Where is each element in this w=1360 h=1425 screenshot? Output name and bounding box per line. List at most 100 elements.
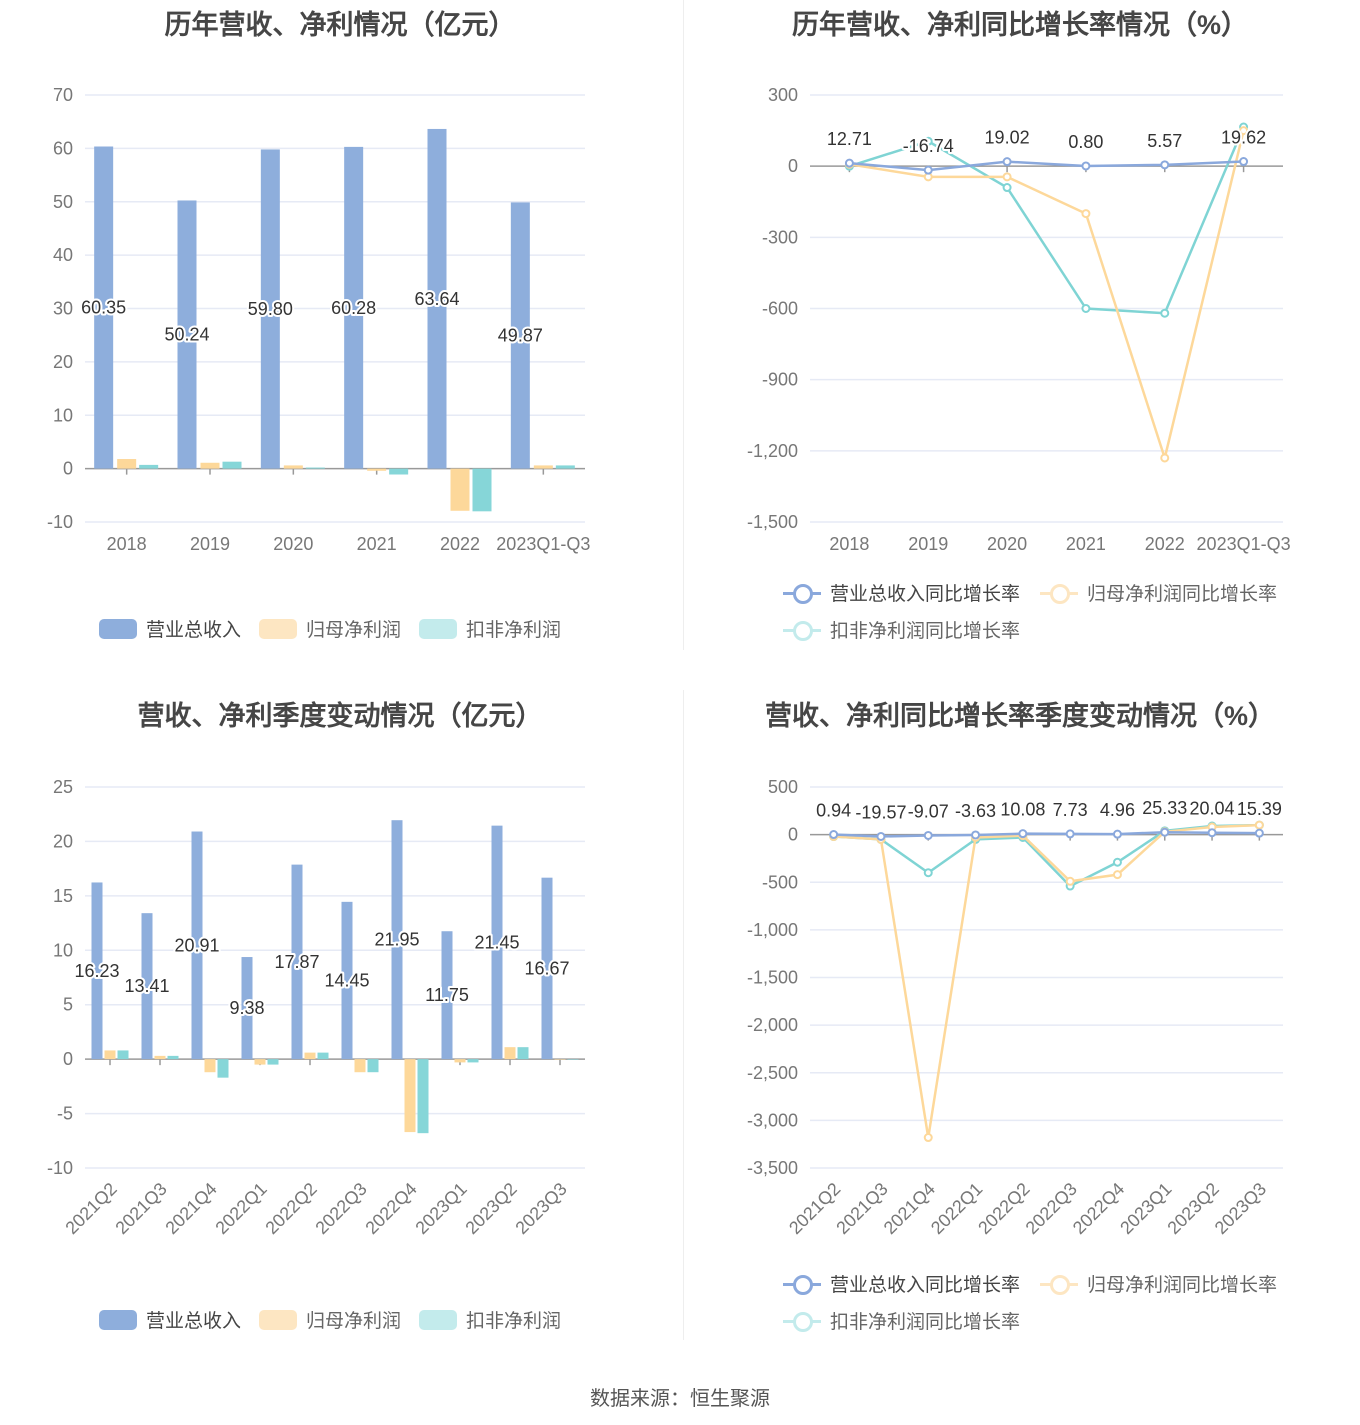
data-point[interactable]: [1002, 172, 1012, 182]
bar-net-profit[interactable]: [354, 1059, 366, 1073]
legend-item-deducted-profit[interactable]: 扣非净利润: [419, 615, 561, 642]
bar-deducted-profit[interactable]: [117, 1050, 129, 1060]
legend-item-net-profit[interactable]: 归母净利润: [259, 1306, 401, 1333]
data-point[interactable]: [971, 830, 981, 840]
bar-deducted-profit[interactable]: [517, 1047, 529, 1060]
y-tick-label: 5: [63, 995, 73, 1015]
bar-deducted-profit[interactable]: [467, 1059, 479, 1063]
bar-revenue[interactable]: [541, 877, 553, 1060]
data-point[interactable]: [923, 165, 933, 175]
data-label: 10.08: [1000, 800, 1045, 820]
bar-revenue[interactable]: [491, 825, 503, 1060]
data-point[interactable]: [1002, 183, 1012, 193]
bar-net-profit[interactable]: [104, 1050, 116, 1060]
data-point[interactable]: [1112, 857, 1122, 867]
bar-net-profit[interactable]: [533, 465, 553, 469]
bar-deducted-profit[interactable]: [217, 1059, 229, 1078]
data-point[interactable]: [876, 831, 886, 841]
bar-net-profit[interactable]: [504, 1047, 516, 1060]
data-point[interactable]: [1112, 829, 1122, 839]
bar-revenue[interactable]: [291, 864, 303, 1060]
data-point[interactable]: [1160, 160, 1170, 170]
legend-item-deducted-profit[interactable]: 扣非净利润: [419, 1306, 561, 1333]
bar-revenue[interactable]: [441, 931, 453, 1060]
bar-deducted-profit[interactable]: [367, 1059, 379, 1073]
bar-net-profit[interactable]: [554, 1059, 566, 1060]
data-point[interactable]: [923, 1133, 933, 1143]
legend-item-net-profit-growth[interactable]: 归母净利润同比增长率: [1040, 579, 1277, 606]
bar-deducted-profit[interactable]: [567, 1059, 579, 1060]
bar-net-profit[interactable]: [254, 1059, 266, 1065]
legend-label: 归母净利润同比增长率: [1087, 1275, 1278, 1296]
bar-deducted-profit[interactable]: [317, 1052, 329, 1060]
data-point[interactable]: [923, 830, 933, 840]
data-point[interactable]: [1239, 157, 1249, 167]
data-point[interactable]: [1160, 453, 1170, 463]
data-point[interactable]: [1018, 829, 1028, 839]
legend-item-deducted-growth[interactable]: 扣非净利润同比增长率: [783, 616, 1020, 643]
legend-item-revenue[interactable]: 营业总收入: [99, 1306, 241, 1333]
bar-revenue[interactable]: [260, 149, 280, 469]
data-point[interactable]: [1254, 820, 1264, 830]
bar-revenue[interactable]: [94, 146, 114, 469]
data-point[interactable]: [844, 158, 854, 168]
data-point[interactable]: [1207, 828, 1217, 838]
legend-item-net-profit[interactable]: 归母净利润: [259, 615, 401, 642]
bar-deducted-profit[interactable]: [222, 461, 242, 469]
bar-deducted-profit[interactable]: [167, 1055, 179, 1060]
data-point[interactable]: [1065, 829, 1075, 839]
legend-item-net-profit-growth[interactable]: 归母净利润同比增长率: [1040, 1270, 1277, 1297]
bar-deducted-profit[interactable]: [139, 464, 159, 469]
bar-revenue[interactable]: [141, 913, 153, 1060]
bar-revenue[interactable]: [91, 882, 103, 1060]
bar-net-profit[interactable]: [367, 468, 387, 471]
bar-net-profit[interactable]: [200, 462, 220, 469]
legend-item-revenue-growth[interactable]: 营业总收入同比增长率: [783, 579, 1020, 606]
data-point[interactable]: [923, 136, 933, 146]
data-point[interactable]: [1081, 161, 1091, 171]
data-point[interactable]: [1239, 126, 1249, 136]
bar-net-profit[interactable]: [404, 1059, 416, 1133]
bar-revenue[interactable]: [191, 831, 203, 1060]
bar-deducted-profit[interactable]: [305, 467, 325, 469]
chart-3: 500 0 -500 -1,000 -1,500 -2,000 -2,500 -3,000 -3…: [747, 777, 1284, 1238]
y-tick-label: -10: [47, 512, 73, 532]
bar-revenue[interactable]: [391, 820, 403, 1060]
data-point[interactable]: [829, 830, 839, 840]
bar-deducted-profit[interactable]: [267, 1059, 279, 1065]
y-tick-label: -2,000: [747, 1015, 798, 1035]
bar-revenue[interactable]: [341, 901, 353, 1060]
chart-1: 300 0 -300 -600 -900 -1,200 -1,500 2018 2019 2020…: [747, 85, 1291, 554]
bar-deducted-profit[interactable]: [389, 468, 409, 475]
data-point[interactable]: [1254, 828, 1264, 838]
bar-deducted-profit[interactable]: [472, 468, 492, 512]
bar-revenue[interactable]: [427, 128, 447, 469]
legend-item-revenue[interactable]: 营业总收入: [99, 615, 241, 642]
bar-revenue[interactable]: [510, 202, 530, 469]
bar-net-profit[interactable]: [283, 465, 303, 469]
bar-net-profit[interactable]: [450, 468, 470, 511]
series-line-1: [849, 130, 1245, 463]
data-point[interactable]: [1002, 157, 1012, 167]
data-point[interactable]: [923, 868, 933, 878]
chart-title-quarterly-growth: 营收、净利同比增长率季度变动情况（%）: [764, 701, 1275, 731]
bar-net-profit[interactable]: [117, 459, 137, 469]
bar-deducted-profit[interactable]: [417, 1059, 429, 1134]
data-point[interactable]: [1081, 209, 1091, 219]
data-point[interactable]: [1160, 308, 1170, 318]
data-point[interactable]: [1112, 870, 1122, 880]
bar-revenue[interactable]: [177, 200, 197, 469]
legend-item-revenue-growth[interactable]: 营业总收入同比增长率: [783, 1270, 1020, 1297]
legend-item-deducted-growth[interactable]: 扣非净利润同比增长率: [783, 1307, 1020, 1334]
bar-net-profit[interactable]: [154, 1055, 166, 1060]
bar-net-profit[interactable]: [204, 1059, 216, 1073]
data-point[interactable]: [1065, 876, 1075, 886]
data-label: 11.75: [425, 985, 469, 1005]
data-point[interactable]: [1081, 304, 1091, 313]
bar-deducted-profit[interactable]: [555, 465, 575, 469]
data-point[interactable]: [1160, 827, 1170, 837]
bar-revenue[interactable]: [344, 146, 364, 469]
bar-net-profit[interactable]: [454, 1059, 466, 1063]
bar-revenue[interactable]: [241, 957, 253, 1060]
bar-net-profit[interactable]: [304, 1052, 316, 1060]
